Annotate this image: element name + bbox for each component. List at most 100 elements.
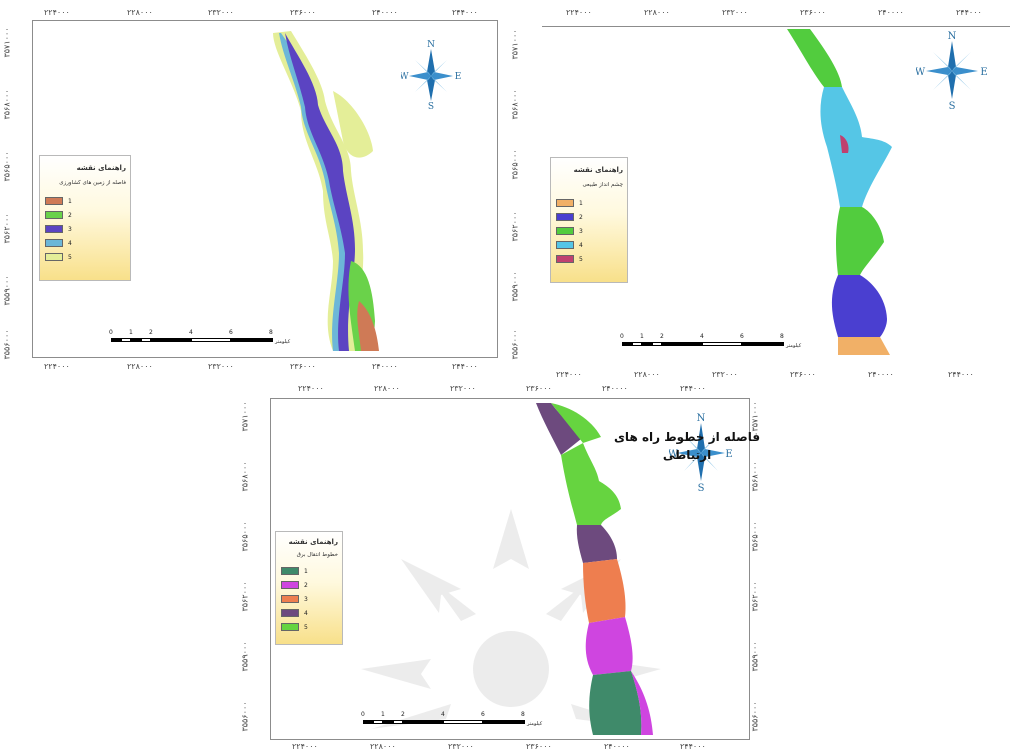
north-arrow-icon: N S W E — [916, 31, 988, 111]
legend-item: 3 — [281, 594, 308, 604]
svg-text:E: E — [455, 72, 461, 82]
side-tick: ۳۵۷۱۰۰۰ — [510, 29, 520, 60]
side-tick: ۳۵۶۲۰۰۰ — [510, 211, 520, 242]
top-tick: ۲۴۰۰۰۰ — [602, 384, 628, 393]
north-arrow-icon: N S W E — [401, 40, 461, 111]
legend-item: 3 — [45, 224, 72, 234]
bottom-tick: ۲۲۴۰۰۰ — [556, 370, 582, 379]
bottom-tick: ۲۳۶۰۰۰ — [790, 370, 816, 379]
side-tick: ۳۵۶۵۰۰۰ — [2, 151, 12, 182]
legend-item: 4 — [281, 608, 308, 618]
svg-text:W: W — [401, 72, 409, 82]
legend-swatch — [281, 623, 299, 631]
legend-swatch — [281, 595, 299, 603]
top-tick: ۲۴۴۰۰۰ — [452, 8, 478, 17]
bottom-tick: ۲۴۴۰۰۰ — [680, 742, 706, 751]
map-legend: راهنمای نقشه فاصله از زمین های کشاورزی 1… — [39, 155, 131, 281]
top-tick: ۲۴۰۰۰۰ — [878, 8, 904, 17]
side-tick-right: ۳۵۵۶۰۰۰ — [750, 701, 760, 732]
side-tick: ۳۵۶۸۰۰۰ — [510, 89, 520, 120]
bottom-tick: ۲۳۶۰۰۰ — [290, 362, 316, 371]
legend-swatch — [556, 241, 574, 249]
legend-item: 3 — [556, 226, 583, 236]
bottom-tick: ۲۴۴۰۰۰ — [948, 370, 974, 379]
scale-bar: 0 1 2 4 6 8 کیلومتر — [361, 711, 543, 727]
bottom-tick: ۲۳۶۰۰۰ — [526, 742, 552, 751]
side-tick: ۳۵۵۶۰۰۰ — [240, 701, 250, 732]
legend-swatch — [556, 213, 574, 221]
map-panel-landscape: ۲۲۴۰۰۰ ۲۲۸۰۰۰ ۲۳۲۰۰۰ ۲۳۶۰۰۰ ۲۴۰۰۰۰ ۲۴۴۰۰… — [508, 0, 1016, 385]
legend-title: راهنمای نقشه — [573, 166, 623, 174]
top-tick: ۲۲۴۰۰۰ — [298, 384, 324, 393]
map-legend: راهنمای نقشه خطوط انتقال برق 1 2 3 4 5 — [275, 531, 343, 645]
top-tick: ۲۴۴۰۰۰ — [680, 384, 706, 393]
svg-text:W: W — [669, 449, 679, 460]
legend-title: راهنمای نقشه — [76, 164, 126, 172]
side-tick: ۳۵۶۵۰۰۰ — [240, 521, 250, 552]
svg-text:S: S — [428, 102, 434, 111]
top-tick: ۲۲۴۰۰۰ — [44, 8, 70, 17]
bottom-tick: ۲۲۴۰۰۰ — [44, 362, 70, 371]
legend-title: راهنمای نقشه — [288, 538, 338, 546]
map-frame: N S W E راهنمای نقشه خطوط انتقال برق 1 2… — [270, 398, 750, 740]
svg-text:N: N — [697, 413, 706, 424]
side-tick: ۳۵۶۲۰۰۰ — [240, 581, 250, 612]
bottom-tick: ۲۲۸۰۰۰ — [127, 362, 153, 371]
top-tick: ۲۳۶۰۰۰ — [526, 384, 552, 393]
top-tick: ۲۲۸۰۰۰ — [644, 8, 670, 17]
side-tick: ۳۵۶۲۰۰۰ — [2, 213, 12, 244]
svg-text:W: W — [916, 67, 926, 78]
side-tick-right: ۳۵۶۸۰۰۰ — [750, 461, 760, 492]
side-tick-right: ۳۵۶۵۰۰۰ — [750, 521, 760, 552]
bottom-tick: ۲۴۰۰۰۰ — [868, 370, 894, 379]
map-panel-agriculture: ۲۲۴۰۰۰ ۲۲۸۰۰۰ ۲۳۲۰۰۰ ۲۳۶۰۰۰ ۲۴۰۰۰۰ ۲۴۴۰۰… — [0, 0, 508, 375]
legend-swatch — [45, 197, 63, 205]
legend-subtitle: چشم انداز طبیعی — [582, 182, 623, 188]
side-tick: ۳۵۵۹۰۰۰ — [240, 641, 250, 672]
top-tick: ۲۳۲۰۰۰ — [722, 8, 748, 17]
legend-swatch — [281, 567, 299, 575]
top-tick: ۲۳۲۰۰۰ — [208, 8, 234, 17]
legend-swatch — [281, 581, 299, 589]
legend-item: 5 — [281, 622, 308, 632]
side-tick-right: ۳۵۶۲۰۰۰ — [750, 581, 760, 612]
legend-subtitle: خطوط انتقال برق — [296, 552, 338, 558]
bottom-tick: ۲۴۴۰۰۰ — [452, 362, 478, 371]
svg-text:S: S — [698, 483, 705, 493]
legend-item: 2 — [45, 210, 72, 220]
top-tick: ۲۴۴۰۰۰ — [956, 8, 982, 17]
svg-text:N: N — [948, 31, 957, 42]
bottom-tick: ۲۳۲۰۰۰ — [712, 370, 738, 379]
legend-swatch — [45, 239, 63, 247]
legend-item: 1 — [556, 198, 583, 208]
map-caption: فاصله از خطوط راه های ارتباطی — [613, 430, 761, 462]
bottom-tick: ۲۲۴۰۰۰ — [292, 742, 318, 751]
map-frame: N S W E راهنمای نقشه چشم انداز طبیعی 1 2… — [542, 26, 1010, 363]
legend-swatch — [45, 253, 63, 261]
legend-item: 4 — [45, 238, 72, 248]
top-tick: ۲۲۸۰۰۰ — [374, 384, 400, 393]
river-corridor-map — [361, 403, 661, 735]
legend-swatch — [45, 211, 63, 219]
legend-item: 2 — [281, 580, 308, 590]
top-tick: ۲۳۶۰۰۰ — [800, 8, 826, 17]
side-tick-right: ۳۵۵۹۰۰۰ — [750, 641, 760, 672]
scale-bar: 0 1 2 4 6 8 کیلومتر — [109, 329, 291, 345]
bottom-tick: ۲۳۲۰۰۰ — [448, 742, 474, 751]
river-corridor-map — [787, 29, 892, 355]
side-tick: ۳۵۷۱۰۰۰ — [2, 27, 12, 58]
svg-text:N: N — [427, 40, 435, 50]
bottom-tick: ۲۲۸۰۰۰ — [370, 742, 396, 751]
top-tick: ۲۳۶۰۰۰ — [290, 8, 316, 17]
side-tick: ۳۵۵۶۰۰۰ — [510, 329, 520, 360]
legend-swatch — [45, 225, 63, 233]
svg-text:S: S — [949, 101, 956, 111]
side-tick: ۳۵۷۱۰۰۰ — [240, 401, 250, 432]
top-tick: ۲۲۸۰۰۰ — [127, 8, 153, 17]
side-tick: ۳۵۶۵۰۰۰ — [510, 149, 520, 180]
top-tick: ۲۳۲۰۰۰ — [450, 384, 476, 393]
legend-item: 1 — [45, 196, 72, 206]
legend-item: 1 — [281, 566, 308, 576]
side-tick: ۳۵۵۶۰۰۰ — [2, 329, 12, 360]
map-panel-powerlines: ۲۲۴۰۰۰ ۲۲۸۰۰۰ ۲۳۲۰۰۰ ۲۳۶۰۰۰ ۲۴۰۰۰۰ ۲۴۴۰۰… — [240, 382, 780, 753]
